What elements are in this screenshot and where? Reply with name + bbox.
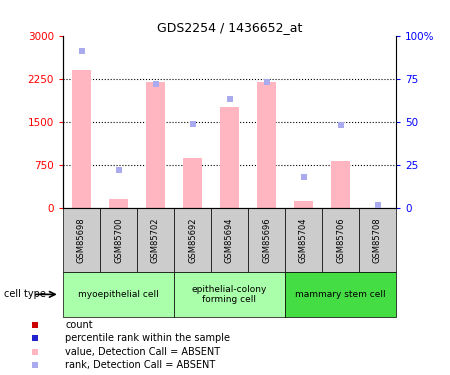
Text: GSM85694: GSM85694 — [225, 217, 234, 263]
Text: myoepithelial cell: myoepithelial cell — [78, 290, 159, 299]
Bar — [174, 272, 285, 317]
Text: GSM85706: GSM85706 — [336, 217, 345, 263]
Text: GSM85704: GSM85704 — [299, 217, 308, 263]
Text: GSM85698: GSM85698 — [77, 217, 86, 263]
Bar — [248, 208, 285, 272]
Bar — [285, 208, 322, 272]
Bar — [359, 208, 396, 272]
Bar — [220, 108, 239, 208]
Bar — [368, 207, 387, 208]
Text: GSM85702: GSM85702 — [151, 217, 160, 263]
Bar — [72, 70, 91, 208]
Bar — [322, 208, 359, 272]
Title: GDS2254 / 1436652_at: GDS2254 / 1436652_at — [157, 21, 302, 34]
Text: count: count — [65, 320, 93, 330]
Text: epithelial-colony
forming cell: epithelial-colony forming cell — [192, 285, 267, 304]
Bar — [146, 82, 165, 208]
Bar — [137, 208, 174, 272]
Bar — [211, 208, 248, 272]
Text: GSM85692: GSM85692 — [188, 217, 197, 263]
Text: mammary stem cell: mammary stem cell — [295, 290, 386, 299]
Text: percentile rank within the sample: percentile rank within the sample — [65, 333, 230, 344]
Text: GSM85708: GSM85708 — [373, 217, 382, 263]
Bar — [331, 161, 350, 208]
Bar — [63, 208, 100, 272]
Bar — [257, 82, 276, 208]
Bar — [100, 208, 137, 272]
Text: value, Detection Call = ABSENT: value, Detection Call = ABSENT — [65, 346, 220, 357]
Text: GSM85700: GSM85700 — [114, 217, 123, 263]
Bar — [183, 158, 202, 208]
Bar — [109, 200, 128, 208]
Bar — [174, 208, 211, 272]
Bar — [285, 272, 396, 317]
Text: GSM85696: GSM85696 — [262, 217, 271, 263]
Bar — [63, 272, 174, 317]
Text: cell type: cell type — [4, 290, 46, 299]
Text: rank, Detection Call = ABSENT: rank, Detection Call = ABSENT — [65, 360, 216, 370]
Bar — [294, 201, 313, 208]
